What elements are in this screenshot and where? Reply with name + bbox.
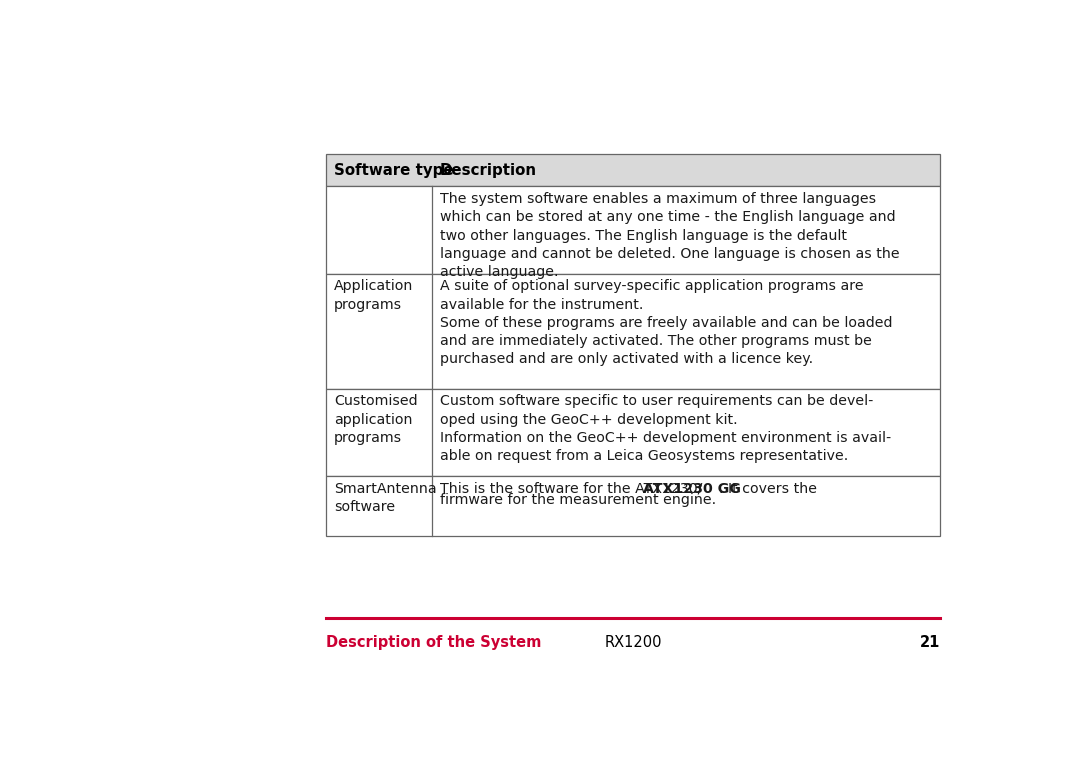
Text: . It covers the: . It covers the [719, 482, 818, 496]
Text: SmartAntenna
software: SmartAntenna software [334, 482, 436, 514]
Text: ATX1230 GG: ATX1230 GG [644, 482, 741, 496]
Bar [326, 388, 941, 476]
Bar [326, 476, 941, 536]
Text: Customised
application
programs: Customised application programs [334, 394, 418, 445]
Text: Custom software specific to user requirements can be devel-
oped using the GeoC+: Custom software specific to user require… [440, 394, 891, 463]
Text: Description of the System: Description of the System [326, 634, 541, 650]
Text: A suite of optional survey-specific application programs are
available for the i: A suite of optional survey-specific appl… [440, 280, 864, 312]
Bar [326, 186, 941, 273]
Text: This is the software for the ATX1230/: This is the software for the ATX1230/ [440, 482, 702, 496]
Bar [326, 154, 941, 186]
Bar [326, 273, 941, 388]
Text: The system software enables a maximum of three languages
which can be stored at : The system software enables a maximum of… [440, 192, 900, 279]
Text: RX1200: RX1200 [605, 634, 662, 650]
Text: Description: Description [440, 162, 537, 178]
Text: Software type: Software type [334, 162, 454, 178]
Text: firmware for the measurement engine.: firmware for the measurement engine. [440, 493, 716, 506]
Text: Application
programs: Application programs [334, 280, 414, 312]
Text: 21: 21 [920, 634, 941, 650]
Text: Some of these programs are freely available and can be loaded
and are immediatel: Some of these programs are freely availa… [440, 316, 892, 366]
